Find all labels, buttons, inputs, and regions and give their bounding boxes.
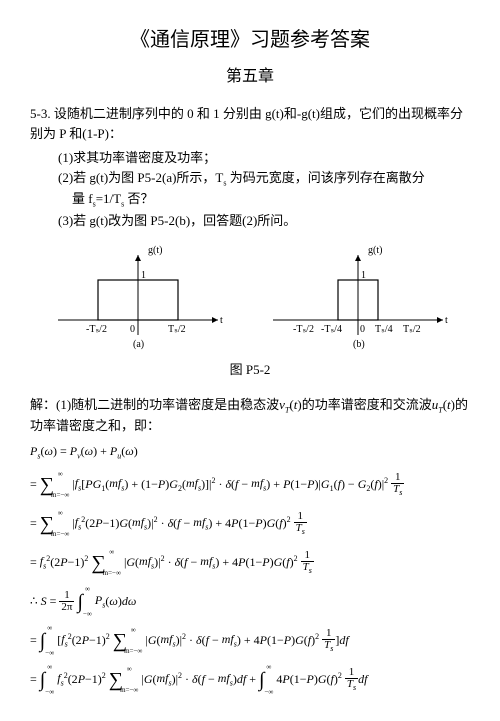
- problem-number: 5-3.: [30, 106, 51, 121]
- eq-2: = ∑∞m=−∞ |fs[PG1(mfs) + (1−P)G2(mfs)]|2 …: [30, 467, 470, 503]
- q2-part-a: (2)若 g(t)为图 P5-2(a)所示，T: [58, 170, 223, 185]
- svg-text:1: 1: [361, 270, 366, 281]
- svg-text:t: t: [445, 315, 448, 326]
- question-2-line1: (2)若 g(t)为图 P5-2(a)所示，Ts 为码元宽度，问该序列存在离散分: [58, 168, 470, 190]
- svg-text:Tₛ/2: Tₛ/2: [168, 324, 186, 335]
- svg-text:0: 0: [130, 324, 135, 335]
- question-3: (3)若 g(t)改为图 P5-2(b)，回答题(2)所问。: [58, 211, 470, 231]
- svg-text:1: 1: [141, 270, 146, 281]
- eq-3: = ∑∞m=−∞ |fs2(2P−1)G(mfs)|2 · δ(f − mfs)…: [30, 506, 470, 542]
- sol-text-1: 解：(1)随机二进制的功率谱密度是由稳态波: [30, 397, 279, 412]
- question-2-line2: 量 fs=1/Ts 否？: [72, 189, 470, 211]
- svg-text:(b): (b): [353, 339, 365, 350]
- svg-text:-Tₛ/2: -Tₛ/2: [293, 324, 314, 335]
- solution-intro: 解：(1)随机二进制的功率谱密度是由稳态波vT(t)的功率谱密度和交流波uT(t…: [30, 395, 470, 436]
- figure-b: g(t) 1 t 0 -Tₛ/2 -Tₛ/4 Tₛ/4 Tₛ/2 (b): [263, 240, 453, 350]
- sol-text-2: 的功率谱密度和交流波: [302, 397, 432, 412]
- page-title: 《通信原理》习题参考答案: [30, 25, 470, 55]
- svg-text:-Tₛ/2: -Tₛ/2: [86, 324, 107, 335]
- svg-text:(a): (a): [133, 339, 144, 350]
- label-gt-b: g(t): [368, 245, 382, 256]
- svg-text:-Tₛ/4: -Tₛ/4: [321, 324, 342, 335]
- eq-4: = fs2(2P−1)2 ∑∞m=−∞ |G(mfs)|2 · δ(f − mf…: [30, 545, 470, 581]
- chapter-subtitle: 第五章: [30, 65, 470, 89]
- figures-row: g(t) 1 t 0 -Tₛ/2 Tₛ/2 (a) g(t) 1 t 0 -Tₛ…: [30, 240, 470, 350]
- svg-text:t: t: [220, 315, 223, 326]
- eq-6: = ∫∞−∞ [fs2(2P−1)2 ∑∞m=−∞ |G(mfs)|2 · δ(…: [30, 623, 470, 659]
- eq-5: ∴ S = 12π ∫∞−∞ Ps(ω)dω: [30, 584, 470, 620]
- question-1: (1)求其功率谱密度及功率；: [58, 148, 470, 168]
- stem-text: 设随机二进制序列中的 0 和 1 分别由 g(t)和-g(t)组成，它们的出现概…: [30, 106, 463, 141]
- q2-part-b: 为码元宽度，问该序列存在离散分: [226, 170, 424, 185]
- svg-text:Tₛ/2: Tₛ/2: [403, 324, 421, 335]
- label-gt-a: g(t): [148, 245, 162, 256]
- problem-stem: 5-3. 设随机二进制序列中的 0 和 1 分别由 g(t)和-g(t)组成，它…: [30, 104, 470, 143]
- figure-caption: 图 P5-2: [30, 360, 470, 380]
- eq-1: Ps(ω) = Pv(ω) + Pu(ω): [30, 441, 470, 464]
- figure-a: g(t) 1 t 0 -Tₛ/2 Tₛ/2 (a): [48, 240, 228, 350]
- svg-text:0: 0: [360, 324, 365, 335]
- q2-part-c: 量 f: [72, 191, 93, 206]
- q2-part-d: =1/T: [96, 191, 121, 206]
- q2-part-e: 否？: [124, 191, 153, 206]
- svg-text:Tₛ/4: Tₛ/4: [375, 324, 393, 335]
- eq-7: = ∫∞−∞ fs2(2P−1)2 ∑∞m=−∞ |G(mfs)|2 · δ(f…: [30, 662, 470, 698]
